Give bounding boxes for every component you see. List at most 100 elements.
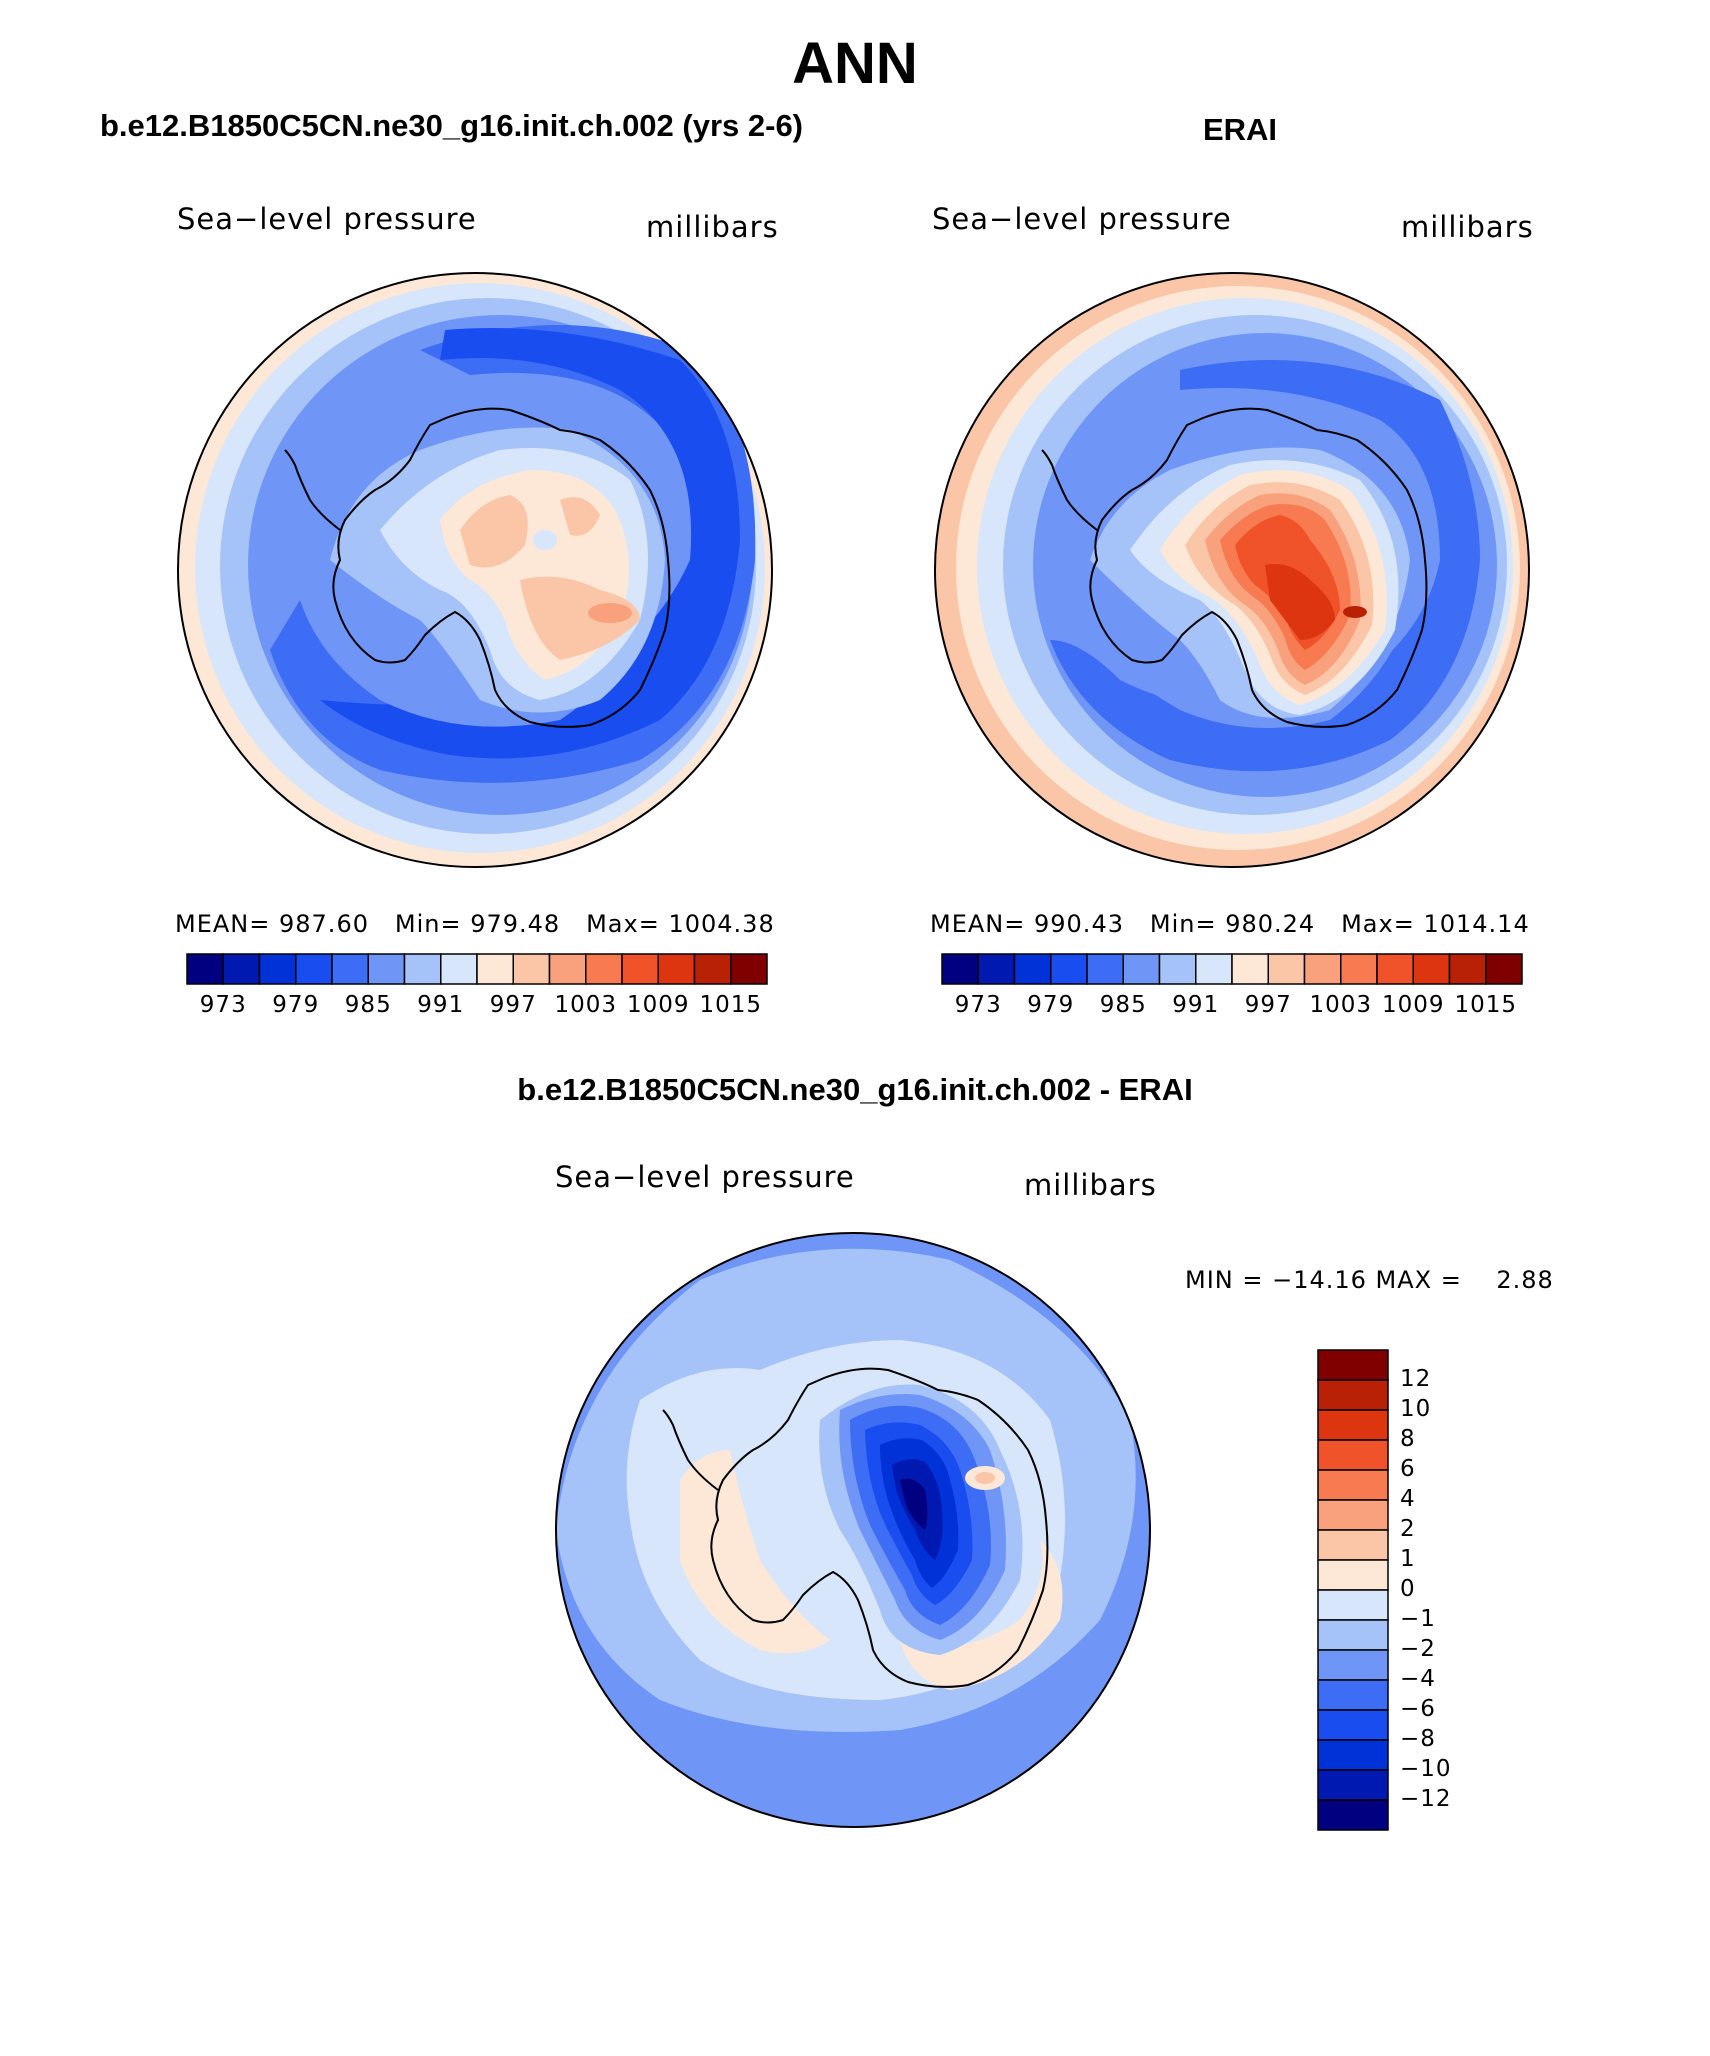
colorbar-tick-label: 1003	[1309, 992, 1373, 1018]
model-colorbar	[186, 953, 768, 985]
colorbar-tick-label: 1009	[1381, 992, 1445, 1018]
difference-units-label: millibars	[1024, 1168, 1157, 1202]
colorbar-swatch	[258, 953, 297, 985]
obs-max-value: 1014.14	[1423, 910, 1530, 938]
obs-mean-value: 990.43	[1034, 910, 1124, 938]
obs-mean-label: MEAN=	[930, 910, 1026, 938]
model-max-value: 1004.38	[668, 910, 775, 938]
colorbar-tick-label: 985	[344, 992, 392, 1018]
colorbar-tick-label: 973	[954, 992, 1002, 1018]
model-variable-label: Sea−level pressure	[177, 202, 477, 236]
colorbar-tick-label: 0	[1400, 1576, 1416, 1602]
colorbar-tick-label: −1	[1400, 1606, 1436, 1632]
colorbar-swatch	[1317, 1409, 1389, 1441]
colorbar-swatch	[1195, 953, 1233, 985]
model-mean-label: MEAN=	[175, 910, 271, 938]
obs-colorbar-labels: 973 979 985 991 997 1003 1009 1015	[942, 992, 1522, 1022]
difference-minmax: MIN = −14.16 MAX = 2.88	[1185, 1266, 1554, 1294]
colorbar-swatch	[1231, 953, 1269, 985]
colorbar-swatch	[657, 953, 696, 985]
colorbar-swatch	[295, 953, 333, 985]
colorbar-swatch	[1267, 953, 1306, 985]
colorbar-tick-label: 979	[272, 992, 320, 1018]
obs-case-title: ERAI	[1202, 112, 1278, 147]
model-min-value: 979.48	[470, 910, 561, 938]
colorbar-tick-label: 991	[1172, 992, 1220, 1018]
colorbar-tick-label: −12	[1400, 1786, 1452, 1812]
colorbar-swatch	[1317, 1529, 1389, 1561]
colorbar-swatch	[548, 953, 587, 985]
colorbar-tick-label: 10	[1400, 1396, 1432, 1422]
model-units-label: millibars	[646, 210, 779, 244]
colorbar-swatch	[1317, 1619, 1389, 1651]
difference-title: b.e12.B1850C5CN.ne30_g16.init.ch.002 - E…	[517, 1072, 1193, 1107]
colorbar-tick-label: 1015	[699, 992, 763, 1018]
difference-variable-label: Sea−level pressure	[555, 1160, 855, 1194]
colorbar-swatch	[730, 953, 768, 985]
colorbar-swatch	[1122, 953, 1161, 985]
colorbar-tick-label: 973	[199, 992, 247, 1018]
colorbar-swatch	[1303, 953, 1342, 985]
colorbar-swatch	[440, 953, 478, 985]
colorbar-swatch	[1317, 1349, 1389, 1381]
colorbar-swatch	[1050, 953, 1088, 985]
colorbar-tick-label: 979	[1027, 992, 1075, 1018]
colorbar-swatch	[1317, 1589, 1389, 1621]
obs-min-label: Min=	[1149, 910, 1217, 938]
colorbar-swatch	[331, 953, 369, 985]
obs-units-label: millibars	[1401, 210, 1534, 244]
colorbar-swatch	[585, 953, 623, 985]
colorbar-swatch	[693, 953, 732, 985]
colorbar-swatch	[1317, 1739, 1389, 1771]
colorbar-swatch	[403, 953, 442, 985]
colorbar-swatch	[1317, 1799, 1389, 1831]
obs-colorbar	[941, 953, 1523, 985]
colorbar-swatch	[1340, 953, 1378, 985]
colorbar-tick-label: −8	[1400, 1726, 1436, 1752]
model-colorbar-labels: 973 979 985 991 997 1003 1009 1015	[187, 992, 767, 1022]
colorbar-swatch	[367, 953, 406, 985]
model-min-label: Min=	[394, 910, 462, 938]
obs-variable-label: Sea−level pressure	[932, 202, 1232, 236]
colorbar-tick-label: 12	[1400, 1366, 1432, 1392]
colorbar-tick-label: 1003	[554, 992, 618, 1018]
colorbar-tick-label: 4	[1400, 1486, 1416, 1512]
colorbar-tick-label: 1015	[1454, 992, 1518, 1018]
model-case-title: b.e12.B1850C5CN.ne30_g16.init.ch.002 (yr…	[100, 108, 804, 143]
obs-stats: MEAN= 990.43 Min= 980.24 Max= 1014.14	[930, 910, 1530, 938]
colorbar-swatch	[1448, 953, 1487, 985]
colorbar-swatch	[1485, 953, 1523, 985]
colorbar-tick-label: 8	[1400, 1426, 1416, 1452]
model-max-label: Max=	[586, 910, 660, 938]
model-mean-value: 987.60	[279, 910, 369, 938]
colorbar-tick-label: 6	[1400, 1456, 1416, 1482]
colorbar-swatch	[621, 953, 659, 985]
colorbar-swatch	[1376, 953, 1414, 985]
colorbar-tick-label: 2	[1400, 1516, 1416, 1542]
colorbar-tick-label: −10	[1400, 1756, 1452, 1782]
colorbar-tick-label: 1	[1400, 1546, 1416, 1572]
obs-min-value: 980.24	[1225, 910, 1316, 938]
colorbar-swatch	[186, 953, 224, 985]
colorbar-tick-label: −2	[1400, 1636, 1436, 1662]
colorbar-swatch	[222, 953, 261, 985]
colorbar-swatch	[1317, 1439, 1389, 1471]
colorbar-swatch	[1317, 1649, 1389, 1681]
colorbar-swatch	[512, 953, 551, 985]
colorbar-swatch	[1317, 1559, 1389, 1591]
colorbar-swatch	[1317, 1469, 1389, 1501]
colorbar-swatch	[1317, 1499, 1389, 1531]
colorbar-tick-label: −6	[1400, 1696, 1436, 1722]
difference-colorbar-labels: 12 10 8 6 4 2 1 0 −1 −2 −4 −6 −8 −10 −12	[1400, 1350, 1500, 1830]
colorbar-swatch	[1412, 953, 1451, 985]
colorbar-tick-label: 985	[1099, 992, 1147, 1018]
colorbar-swatch	[1317, 1769, 1389, 1801]
colorbar-swatch	[1317, 1379, 1389, 1411]
colorbar-tick-label: −4	[1400, 1666, 1436, 1692]
colorbar-swatch	[1317, 1709, 1389, 1741]
colorbar-swatch	[1013, 953, 1052, 985]
colorbar-swatch	[977, 953, 1016, 985]
difference-colorbar	[1317, 1349, 1389, 1831]
colorbar-swatch	[941, 953, 979, 985]
colorbar-swatch	[476, 953, 514, 985]
